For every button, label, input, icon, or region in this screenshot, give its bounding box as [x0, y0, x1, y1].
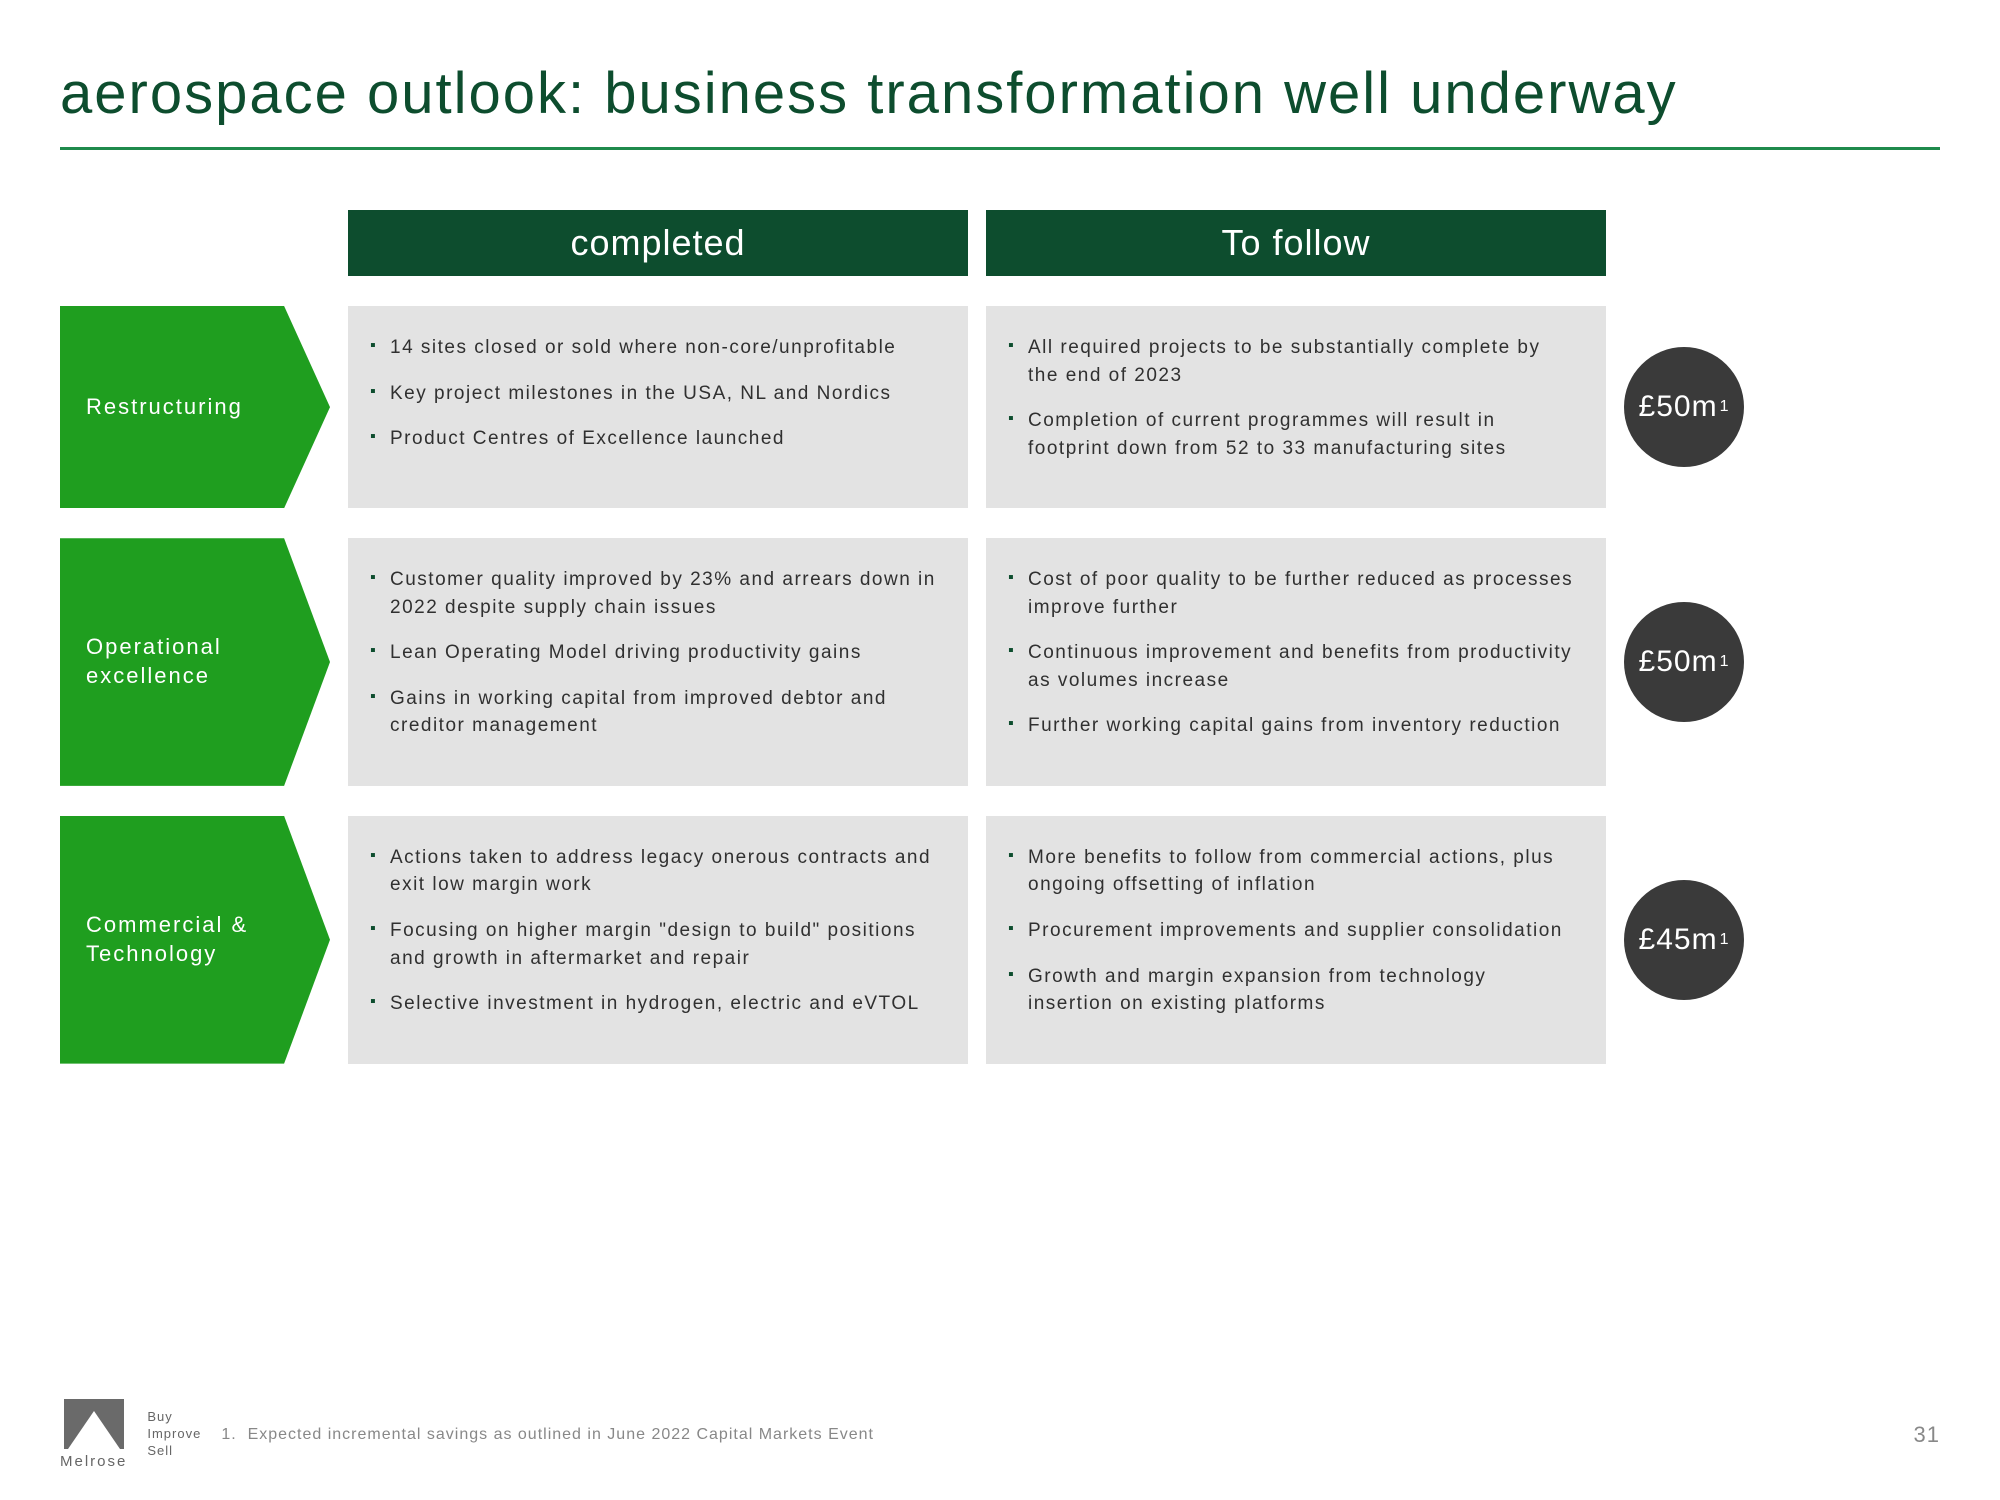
value-cell: £50m1 [1624, 306, 1744, 508]
list-item: 14 sites closed or sold where non-core/u… [360, 334, 940, 362]
value-cell: £45m1 [1624, 816, 1744, 1064]
slide-title: aerospace outlook: business transformati… [60, 60, 1940, 127]
row-label: Commercial &Technology [60, 816, 330, 1064]
list-item: Key project milestones in the USA, NL an… [360, 380, 940, 408]
list-item: Gains in working capital from improved d… [360, 685, 940, 740]
list-item: Customer quality improved by 23% and arr… [360, 566, 940, 621]
list-item: More benefits to follow from commercial … [998, 844, 1578, 899]
tofollow-box: More benefits to follow from commercial … [986, 816, 1606, 1064]
list-item: Cost of poor quality to be further reduc… [998, 566, 1578, 621]
list-item: Procurement improvements and supplier co… [998, 917, 1578, 945]
row-label: Restructuring [60, 306, 330, 508]
footnote: 1. Expected incremental savings as outli… [221, 1426, 1913, 1444]
value-cell: £50m1 [1624, 538, 1744, 786]
list-item: Completion of current programmes will re… [998, 407, 1578, 462]
list-item: Focusing on higher margin "design to bui… [360, 917, 940, 972]
tofollow-box: Cost of poor quality to be further reduc… [986, 538, 1606, 786]
value-badge: £50m1 [1624, 602, 1744, 722]
completed-box: 14 sites closed or sold where non-core/u… [348, 306, 968, 508]
list-item: Lean Operating Model driving productivit… [360, 639, 940, 667]
value-badge: £45m1 [1624, 880, 1744, 1000]
title-underline [60, 147, 1940, 150]
brand-logo: Melrose [60, 1399, 127, 1470]
mountain-icon [64, 1399, 124, 1449]
list-item: Further working capital gains from inven… [998, 712, 1578, 740]
list-item: Continuous improvement and benefits from… [998, 639, 1578, 694]
row-label: Operationalexcellence [60, 538, 330, 786]
tofollow-box: All required projects to be substantiall… [986, 306, 1606, 508]
brand-tagline: Buy Improve Sell [147, 1409, 201, 1460]
column-header-completed: completed [348, 210, 968, 276]
rows-container: Restructuring 14 sites closed or sold whe… [60, 306, 1940, 1064]
list-item: Product Centres of Excellence launched [360, 425, 940, 453]
list-item: Actions taken to address legacy onerous … [360, 844, 940, 899]
brand-name: Melrose [60, 1453, 127, 1470]
list-item: Selective investment in hydrogen, electr… [360, 990, 940, 1018]
list-item: Growth and margin expansion from technol… [998, 963, 1578, 1018]
completed-box: Actions taken to address legacy onerous … [348, 816, 968, 1064]
column-header-tofollow: To follow [986, 210, 1606, 276]
completed-box: Customer quality improved by 23% and arr… [348, 538, 968, 786]
slide-footer: Melrose Buy Improve Sell 1. Expected inc… [60, 1399, 1940, 1470]
value-badge: £50m1 [1624, 347, 1744, 467]
content-grid: completed To follow [60, 210, 1940, 276]
list-item: All required projects to be substantiall… [998, 334, 1578, 389]
page-number: 31 [1914, 1422, 1940, 1448]
